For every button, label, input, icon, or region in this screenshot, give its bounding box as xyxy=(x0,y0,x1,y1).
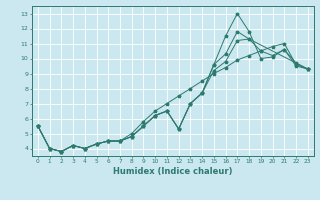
X-axis label: Humidex (Indice chaleur): Humidex (Indice chaleur) xyxy=(113,167,233,176)
